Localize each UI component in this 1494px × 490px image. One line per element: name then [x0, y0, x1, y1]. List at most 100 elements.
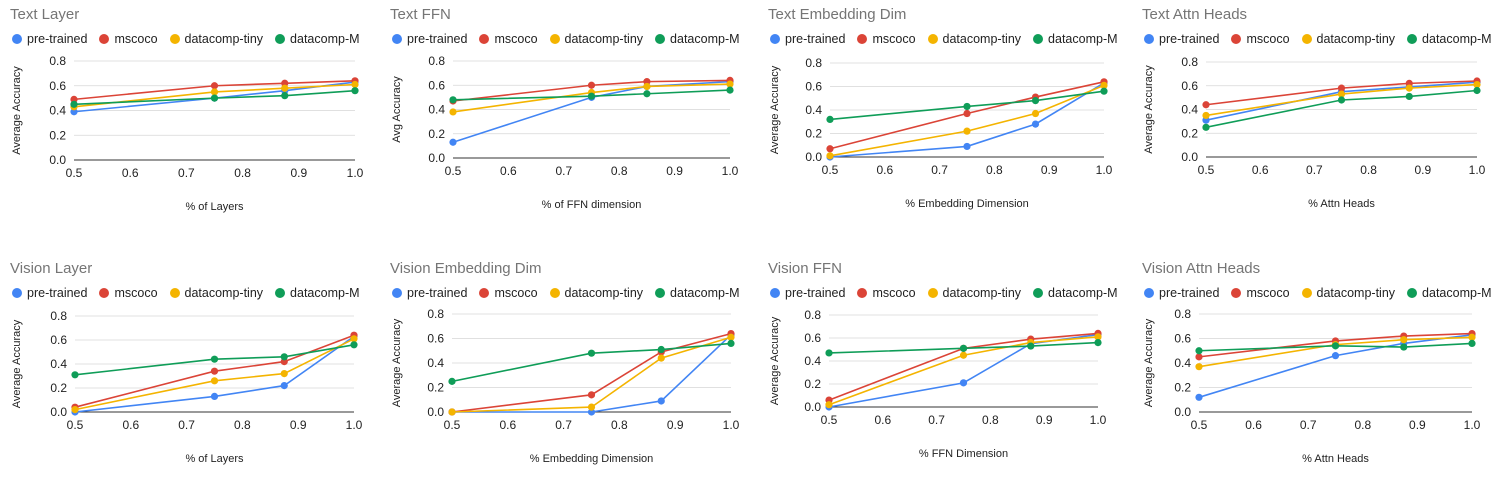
data-point-datacomp-tiny — [210, 88, 219, 96]
y-tick-label: 0.2 — [427, 381, 444, 395]
y-tick-label: 0.6 — [49, 79, 66, 93]
legend-item-pre-trained: pre-trained — [392, 286, 467, 300]
y-tick-label: 0.0 — [1174, 405, 1191, 419]
y-tick-label: 0.6 — [804, 331, 821, 345]
data-point-datacomp-tiny — [959, 351, 968, 359]
x-tick-label: 0.9 — [1414, 163, 1431, 177]
chart-title: Vision Layer — [10, 260, 93, 277]
series-line-datacomp-m — [1205, 89, 1478, 129]
legend-item-mscoco: mscoco — [857, 286, 916, 300]
legend-marker — [12, 34, 22, 44]
y-tick-label: 0.4 — [1181, 103, 1198, 117]
y-tick-label: 0.8 — [427, 307, 444, 321]
x-tick-label: 0.9 — [667, 418, 684, 432]
legend-marker — [99, 288, 110, 298]
legend-item-mscoco: mscoco — [857, 32, 916, 46]
y-axis-label: Average Accuracy — [769, 65, 781, 154]
legend-label: datacomp-M — [670, 32, 740, 46]
legend-marker — [392, 288, 402, 298]
data-point-datacomp-m — [350, 341, 358, 349]
series-line-mscoco — [1205, 80, 1478, 106]
x-tick-label: 0.8 — [611, 418, 628, 432]
data-point-mscoco — [587, 81, 596, 89]
legend-label: mscoco — [872, 32, 916, 46]
legend-marker — [1301, 34, 1312, 44]
data-point-datacomp-tiny — [1100, 81, 1108, 89]
legend-label: mscoco — [494, 286, 538, 300]
legend-label: datacomp-M — [670, 286, 740, 300]
y-tick-label: 0.2 — [49, 128, 66, 142]
data-point-datacomp-tiny — [71, 406, 79, 414]
legend-marker — [1144, 288, 1154, 298]
legend-item-datacomp-tiny: datacomp-tiny — [549, 286, 643, 300]
legend-item-pre-trained: pre-trained — [1144, 32, 1219, 46]
legend-label: datacomp-tiny — [184, 32, 264, 46]
data-point-pre-trained — [959, 379, 968, 387]
data-point-pre-trained — [280, 382, 288, 390]
y-tick-label: 0.0 — [427, 405, 444, 419]
x-tick-label: 1.0 — [722, 164, 739, 178]
legend-label: datacomp-tiny — [1316, 32, 1396, 46]
data-point-mscoco — [587, 391, 596, 399]
y-tick-label: 0.8 — [49, 54, 66, 68]
chart-vision-embedding-dim: Vision Embedding Dim pre-trained mscoco dat… — [380, 254, 748, 490]
legend-marker — [1033, 34, 1044, 44]
series-line-datacomp-tiny — [1205, 83, 1478, 117]
legend-item-datacomp-tiny: datacomp-tiny — [169, 32, 264, 46]
series-line-datacomp-m — [74, 344, 355, 376]
legend-marker — [927, 288, 938, 298]
plot-area: 0.0 0.2 0.4 0.6 0.8 0.5 0.6 0.7 0.8 0.9 1.0 % Attn … — [1143, 55, 1486, 210]
y-tick-label: 0.8 — [428, 54, 445, 68]
x-axis-label: % of FFN dimension — [542, 199, 642, 211]
data-point-datacomp-m — [70, 100, 78, 108]
x-tick-label: 0.9 — [1036, 413, 1053, 427]
y-tick-label: 0.4 — [804, 354, 821, 368]
data-point-datacomp-tiny — [826, 152, 834, 160]
series-line-datacomp-tiny — [828, 336, 1099, 406]
series-line-datacomp-tiny — [74, 338, 355, 411]
y-axis-label: Average Accuracy — [391, 318, 403, 407]
data-point-datacomp-tiny — [1202, 111, 1210, 120]
x-tick-label: 1.0 — [1090, 413, 1107, 427]
data-point-mscoco — [1195, 353, 1203, 361]
y-tick-label: 0.4 — [1174, 356, 1191, 370]
data-point-datacomp-m — [587, 92, 596, 100]
data-point-datacomp-m — [71, 371, 79, 379]
data-point-pre-trained — [963, 142, 971, 151]
x-tick-label: 0.9 — [1041, 163, 1058, 177]
series-line-pre-trained — [452, 334, 732, 413]
legend-marker — [1301, 288, 1312, 298]
y-tick-label: 0.0 — [49, 153, 66, 167]
y-tick-label: 0.2 — [1174, 381, 1191, 395]
legend-marker — [927, 34, 938, 44]
y-tick-label: 0.8 — [50, 309, 67, 323]
chart-legend: pre-trained mscoco datacomp-tiny datacomp-M — [12, 32, 360, 46]
series-line-datacomp-m — [73, 89, 356, 106]
data-point-datacomp-tiny — [727, 333, 735, 341]
series-line-mscoco — [451, 332, 732, 413]
legend-marker — [169, 288, 180, 298]
data-point-datacomp-tiny — [726, 80, 734, 88]
data-point-datacomp-tiny — [963, 127, 971, 135]
data-point-pre-trained — [1331, 352, 1340, 360]
x-axis-label: % Attn Heads — [1302, 453, 1369, 465]
data-point-datacomp-tiny — [350, 335, 358, 343]
plot-area: 0.0 0.2 0.4 0.6 0.8 0.5 0.6 0.7 0.8 0.9 1.0 % of La… — [11, 54, 364, 213]
legend-item-mscoco: mscoco — [479, 32, 538, 46]
data-point-datacomp-m — [1094, 339, 1102, 347]
x-tick-label: 0.7 — [1300, 418, 1317, 432]
legend-item-datacomp-m: datacomp-M — [275, 286, 360, 300]
data-point-datacomp-tiny — [1337, 90, 1346, 98]
legend-marker — [99, 34, 110, 44]
series-line-mscoco — [74, 334, 355, 408]
series-line-pre-trained — [74, 335, 355, 413]
x-axis-label: % of Layers — [185, 201, 244, 213]
data-point-datacomp-tiny — [210, 377, 219, 385]
legend-marker — [1144, 34, 1154, 44]
legend-marker — [12, 288, 22, 298]
y-axis-label: Average Accuracy — [11, 319, 23, 408]
legend-item-datacomp-m: datacomp-M — [1033, 286, 1118, 300]
chart-title: Text Attn Heads — [1142, 6, 1248, 23]
plot-area: 0.0 0.2 0.4 0.6 0.8 0.5 0.6 0.7 0.8 0.9 1.0 % of FF… — [391, 54, 739, 211]
data-point-datacomp-tiny — [643, 82, 651, 91]
